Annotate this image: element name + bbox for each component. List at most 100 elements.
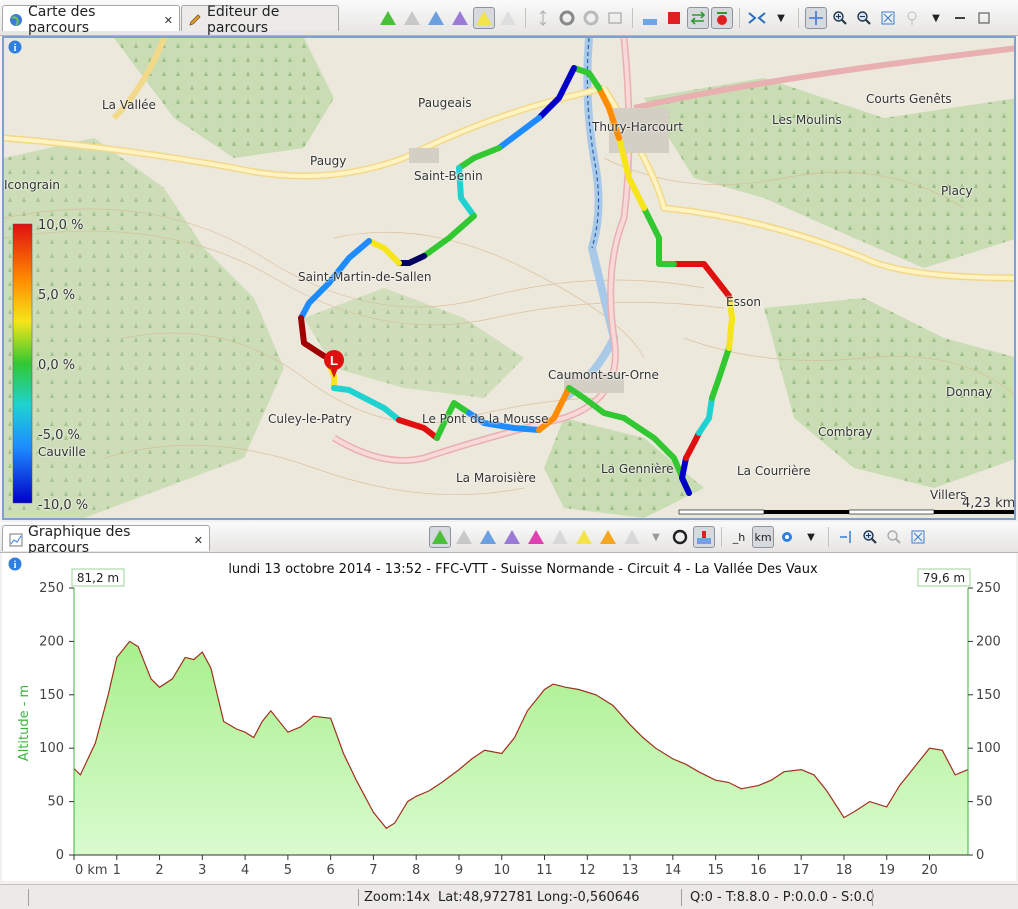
x-tick-label: 8 — [412, 863, 420, 878]
minimize-icon[interactable] — [949, 7, 971, 29]
place-name: La Courrière — [737, 464, 811, 478]
triangle-light-icon[interactable] — [549, 526, 571, 548]
toolbar-separator — [828, 527, 829, 547]
chevron-down-icon[interactable]: ▼ — [807, 531, 815, 543]
status-lat: Lat:48,972781 — [438, 890, 533, 905]
info-icon[interactable]: i — [8, 40, 22, 58]
menu-down-icon[interactable]: ▼ — [932, 12, 940, 24]
x-tick-label: 11 — [536, 863, 553, 878]
maximize-icon[interactable] — [973, 7, 995, 29]
red-square-icon[interactable] — [663, 7, 685, 29]
y-tick-label: 0 — [56, 848, 64, 863]
close-icon[interactable]: ✕ — [163, 13, 173, 27]
zoom-in-icon[interactable] — [859, 526, 881, 548]
triangle-purple-icon[interactable] — [449, 7, 471, 29]
x-tick-label: 0 km — [75, 863, 108, 878]
x-tick-label: 18 — [836, 863, 853, 878]
triangle-green-icon[interactable] — [429, 526, 451, 548]
place-name: Paugy — [310, 154, 347, 168]
tab-chart[interactable]: Graphique des parcours ✕ — [2, 524, 210, 556]
place-name: Paugeais — [418, 96, 472, 110]
status-divider — [872, 889, 873, 906]
map-toolbar: ▼ ▼ — [376, 6, 996, 30]
sync-arrows-icon[interactable] — [687, 7, 709, 29]
move-icon[interactable] — [805, 7, 827, 29]
record-icon[interactable] — [711, 7, 733, 29]
photo-icon[interactable] — [604, 7, 626, 29]
fit-icon[interactable] — [877, 7, 899, 29]
place-name: La Vallée — [102, 98, 156, 112]
zoom-in-icon[interactable] — [829, 7, 851, 29]
zoom-fit-slider-icon[interactable] — [835, 526, 857, 548]
status-divider — [681, 889, 682, 906]
x-tick-label: 19 — [878, 863, 895, 878]
tab-editor[interactable]: Editeur de parcours — [181, 4, 339, 36]
altitude-chart[interactable]: i lundi 13 octobre 2014 - 13:52 - FFC-VT… — [2, 553, 1016, 881]
track-start-marker[interactable]: L — [324, 350, 344, 378]
pin-icon[interactable] — [901, 7, 923, 29]
place-name: Placy — [941, 184, 973, 198]
place-name: Saint-Benin — [414, 169, 483, 183]
circle-light-icon[interactable] — [580, 7, 602, 29]
y-tick-label: 200 — [976, 634, 1001, 649]
place-name: Courts Genêts — [866, 92, 952, 106]
y-tick-label: 50 — [47, 795, 64, 810]
circle-icon[interactable] — [669, 526, 691, 548]
triangle-green-icon[interactable] — [377, 7, 399, 29]
close-icon[interactable]: ✕ — [193, 533, 203, 547]
globe-icon — [9, 13, 23, 27]
chart-canvas[interactable]: lundi 13 octobre 2014 - 13:52 - FFC-VTT … — [2, 553, 1016, 881]
gear-icon[interactable] — [776, 526, 798, 548]
toolbar-separator — [798, 8, 799, 28]
status-bar: Zoom:14x Lat:48,972781 Long:-0,560646 Q:… — [0, 884, 1018, 909]
altitude-icon[interactable] — [693, 526, 715, 548]
place-name: Esson — [726, 295, 762, 309]
circle-icon[interactable] — [556, 7, 578, 29]
triangle-blue-icon[interactable] — [477, 526, 499, 548]
y-tick-label: 250 — [976, 581, 1001, 596]
marker-letter: L — [330, 353, 338, 368]
triangle-magenta-icon[interactable] — [525, 526, 547, 548]
altitude-icon[interactable] — [639, 7, 661, 29]
svg-text:i: i — [14, 43, 17, 54]
pencil-icon — [188, 13, 202, 27]
legend-label: 0,0 % — [38, 358, 76, 373]
arrows-updown-icon[interactable] — [532, 7, 554, 29]
triangle-purple-icon[interactable] — [501, 526, 523, 548]
triangle-light2-icon[interactable] — [621, 526, 643, 548]
time-axis-icon[interactable]: _h — [732, 530, 746, 544]
x-tick-label: 9 — [455, 863, 463, 878]
info-icon[interactable]: i — [8, 557, 22, 575]
zoom-out-icon[interactable] — [853, 7, 875, 29]
y-tick-label: 0 — [976, 848, 984, 863]
triangle-yellow-icon[interactable] — [573, 526, 595, 548]
triangle-orange-icon[interactable] — [597, 526, 619, 548]
map-view[interactable]: L i 10,0 % 5,0 % 0,0 % -5,0 % -10,0 % La… — [2, 36, 1016, 520]
x-tick-label: 13 — [622, 863, 639, 878]
x-tick-label: 15 — [707, 863, 724, 878]
triangle-grey-icon[interactable] — [453, 526, 475, 548]
chevron-down-icon[interactable]: ▼ — [652, 531, 660, 543]
fit-icon[interactable] — [907, 526, 929, 548]
map-canvas[interactable]: L — [4, 38, 1016, 520]
y-tick-label: 150 — [39, 688, 64, 703]
triangle-yellow-icon[interactable] — [473, 7, 495, 29]
toolbar-separator — [739, 8, 740, 28]
place-name: La Gennière — [601, 462, 674, 476]
legend-label: 5,0 % — [38, 288, 76, 303]
x-tick-label: 14 — [665, 863, 682, 878]
tab-chart-label: Graphique des parcours — [28, 524, 131, 556]
triangle-light-icon[interactable] — [497, 7, 519, 29]
y-tick-label: 150 — [976, 688, 1001, 703]
altitude-area — [74, 641, 968, 855]
tab-map[interactable]: Carte des parcours ✕ — [2, 4, 180, 36]
triangle-blue-icon[interactable] — [425, 7, 447, 29]
chevron-down-icon[interactable]: ▼ — [777, 12, 785, 24]
triangle-grey-icon[interactable] — [401, 7, 423, 29]
legend-label: -10,0 % — [38, 498, 89, 513]
x-tick-label: 1 — [113, 863, 121, 878]
crosshair-arrows-icon[interactable] — [746, 7, 768, 29]
zoom-out-icon[interactable] — [883, 526, 905, 548]
legend-label: 10,0 % — [38, 218, 84, 233]
distance-axis-icon[interactable]: km — [752, 526, 774, 548]
